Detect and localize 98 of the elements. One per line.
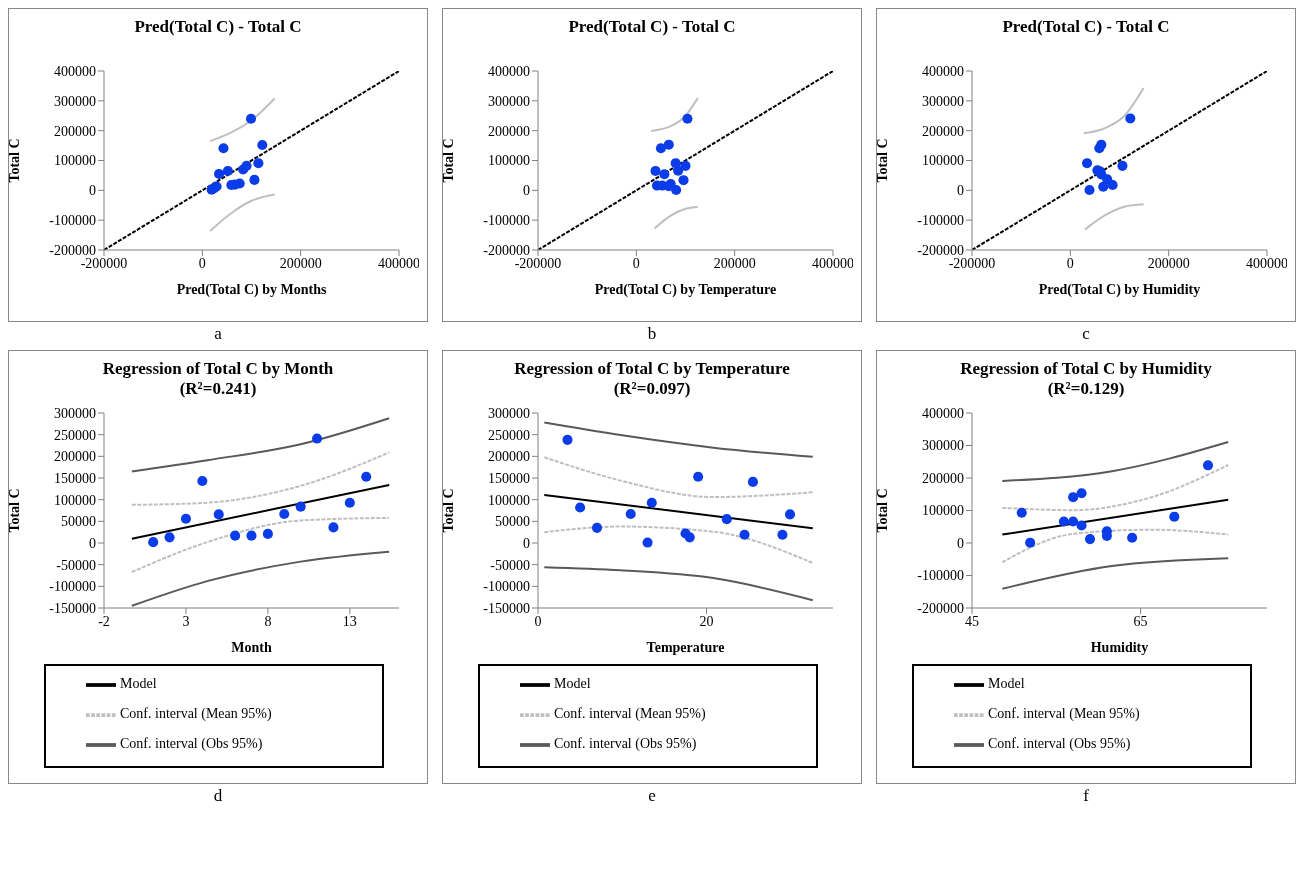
y-tick-label: 300000	[488, 405, 530, 421]
y-tick-label: -100000	[483, 213, 530, 229]
y-tick-label: 100000	[922, 153, 964, 169]
y-tick-label: -100000	[917, 568, 964, 584]
y-tick-label: 250000	[488, 427, 530, 443]
y-tick-label: 300000	[54, 405, 96, 421]
y-tick-label: 100000	[54, 492, 96, 508]
x-axis-title: Temperature	[646, 640, 725, 655]
legend-label: Conf. interval (Obs 95%)	[120, 736, 263, 752]
x-tick-label: 200000	[279, 255, 322, 271]
y-tick-label: 100000	[488, 492, 530, 508]
text: a	[214, 324, 222, 344]
y-tick-label: -200000	[49, 242, 96, 258]
x-tick-label: 0	[1066, 255, 1074, 271]
y-tick-label: -200000	[917, 600, 964, 616]
y-tick-label: 0	[523, 183, 530, 199]
text: b	[647, 324, 657, 344]
chart-title: Pred(Total C) - Total C	[133, 17, 303, 38]
y-tick-label: 200000	[54, 449, 96, 465]
x-tick-label: 0	[534, 613, 542, 629]
legend-label: Conf. interval (Mean 95%)	[120, 706, 272, 722]
y-tick-label: 50000	[495, 514, 530, 530]
y-tick-label: 200000	[54, 123, 96, 139]
y-axis-title: Total C	[440, 488, 456, 533]
y-tick-label: -200000	[917, 242, 964, 258]
y-axis-title: Total C	[440, 138, 456, 183]
legend-label: Conf. interval (Obs 95%)	[554, 736, 697, 752]
chart-title: Regression of Total C by Temperature (R²=0.097)	[513, 359, 791, 400]
y-tick-label: -100000	[917, 213, 964, 229]
y-tick-label: 50000	[61, 514, 96, 530]
x-tick-label: 200000	[713, 255, 756, 271]
y-tick-label: -50000	[56, 557, 96, 573]
y-tick-label: 0	[523, 535, 530, 551]
text: d	[213, 786, 223, 806]
x-tick-label: 13	[342, 613, 357, 629]
x-tick-label: 0	[198, 255, 206, 271]
x-axis-title: Humidity	[1090, 640, 1149, 655]
legend-label: Model	[120, 676, 157, 692]
y-tick-label: 0	[89, 535, 96, 551]
y-tick-label: 0	[957, 535, 964, 551]
text: f	[1083, 786, 1089, 806]
y-tick-label: 300000	[922, 438, 964, 454]
x-axis-title: Pred(Total C) by Months	[176, 282, 327, 298]
y-tick-label: 100000	[488, 153, 530, 169]
y-tick-label: 300000	[54, 93, 96, 109]
y-tick-label: 0	[89, 183, 96, 199]
y-tick-label: 0	[957, 183, 964, 199]
y-tick-label: 200000	[922, 470, 964, 486]
x-axis-title: Pred(Total C) by Humidity	[1038, 282, 1201, 298]
x-tick-label: 400000	[812, 255, 854, 271]
legend-label: Model	[988, 676, 1025, 692]
legend-label: Conf. interval (Mean 95%)	[554, 706, 706, 722]
text: c	[1082, 324, 1090, 344]
legend-label: Conf. interval (Obs 95%)	[988, 736, 1131, 752]
x-tick-label: 400000	[378, 255, 420, 271]
x-tick-label: 200000	[1147, 255, 1190, 271]
x-tick-label: 8	[264, 613, 272, 629]
y-tick-label: 150000	[54, 470, 96, 486]
legend-label: Conf. interval (Mean 95%)	[988, 706, 1140, 722]
y-tick-label: 100000	[922, 503, 964, 519]
y-tick-label: 400000	[922, 63, 964, 79]
x-axis-title: Month	[231, 640, 272, 655]
y-tick-label: 400000	[488, 63, 530, 79]
y-tick-label: -50000	[490, 557, 530, 573]
x-tick-label: 3	[182, 613, 190, 629]
x-tick-label: 400000	[1246, 255, 1288, 271]
y-tick-label: 200000	[922, 123, 964, 139]
y-tick-label: -150000	[483, 600, 530, 616]
y-axis-title: Total C	[874, 488, 890, 533]
y-tick-label: -200000	[483, 242, 530, 258]
y-tick-label: -100000	[49, 579, 96, 595]
chart-title: Regression of Total C by Month (R²=0.241)	[101, 359, 335, 400]
y-axis-title: Total C	[6, 488, 22, 533]
y-axis-title: Total C	[6, 138, 22, 183]
x-tick-label: 0	[632, 255, 640, 271]
chart-title: Regression of Total C by Humidity (R²=0.129)	[959, 359, 1213, 400]
x-tick-label: -2	[98, 613, 110, 629]
chart-title: Pred(Total C) - Total C	[567, 17, 737, 38]
y-tick-label: -150000	[49, 600, 96, 616]
x-tick-label: 65	[1133, 613, 1148, 629]
x-tick-label: 45	[965, 613, 979, 629]
y-tick-label: 200000	[488, 123, 530, 139]
y-tick-label: -100000	[483, 579, 530, 595]
y-axis-title: Total C	[874, 138, 890, 183]
y-tick-label: 250000	[54, 427, 96, 443]
x-tick-label: 20	[699, 613, 714, 629]
y-tick-label: 400000	[54, 63, 96, 79]
y-tick-label: 300000	[488, 93, 530, 109]
y-tick-label: 300000	[922, 93, 964, 109]
x-axis-title: Pred(Total C) by Temperature	[594, 282, 777, 298]
y-tick-label: 150000	[488, 470, 530, 486]
y-tick-label: -100000	[49, 213, 96, 229]
y-tick-label: 400000	[922, 405, 964, 421]
legend-label: Model	[554, 676, 591, 692]
y-tick-label: 100000	[54, 153, 96, 169]
y-tick-label: 200000	[488, 449, 530, 465]
text: e	[648, 786, 656, 806]
chart-title: Pred(Total C) - Total C	[1001, 17, 1171, 38]
